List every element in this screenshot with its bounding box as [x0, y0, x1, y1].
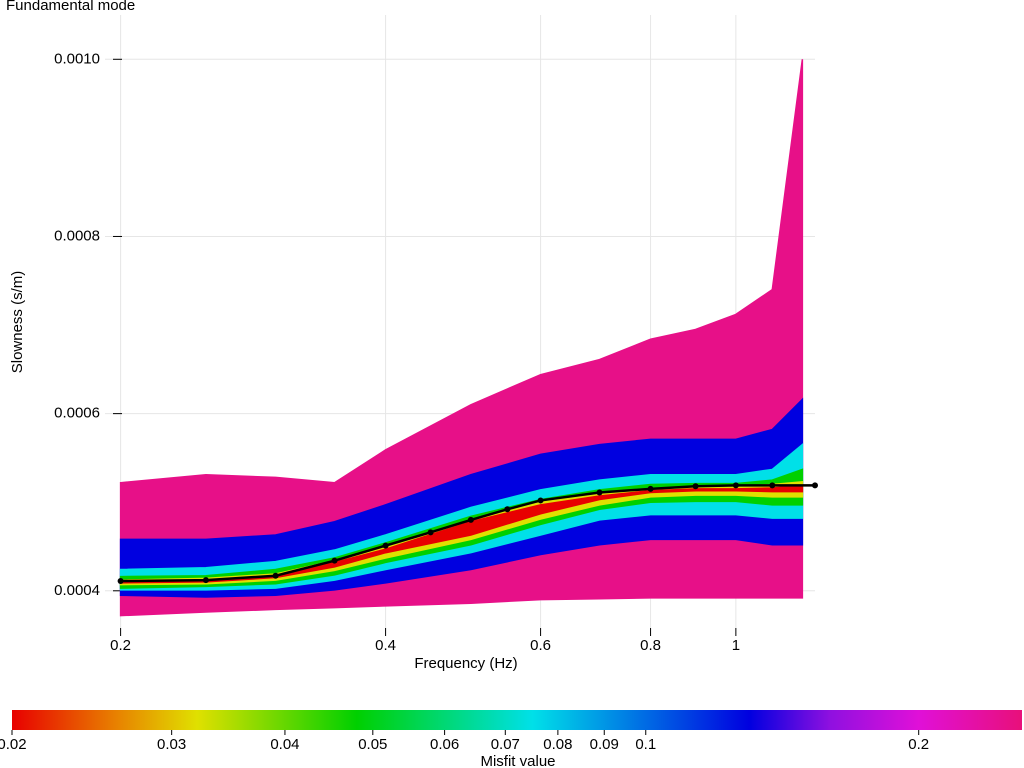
x-tick-label: 0.6: [530, 637, 551, 654]
target-point: [467, 516, 474, 523]
target-point: [427, 529, 434, 536]
x-tick-label: 0.4: [375, 637, 396, 654]
y-tick-label: 0.0006: [54, 405, 100, 422]
target-point: [272, 572, 279, 579]
colorbar-tick-label: 0.02: [0, 736, 27, 753]
plot-area: 0.2 0.4 0.6 0.8 1 0.0004 0.0006 0.0008 0.0010: [54, 15, 818, 654]
colorbar-label: Misfit value: [480, 753, 555, 768]
x-axis-label: Frequency (Hz): [414, 655, 517, 672]
x-tick-label: 0.2: [110, 637, 131, 654]
y-tick-label: 0.0010: [54, 50, 100, 67]
colorbar-tick-label: 0.09: [590, 736, 619, 753]
target-point: [596, 489, 603, 496]
x-tick-label: 1: [732, 637, 740, 654]
target-point: [202, 577, 209, 584]
target-point: [812, 482, 818, 489]
target-point: [692, 483, 699, 490]
colorbar-tick-label: 0.05: [358, 736, 387, 753]
chart-title: Fundamental mode: [6, 0, 135, 14]
colorbar-tick-label: 0.04: [270, 736, 299, 753]
y-tick-label: 0.0008: [54, 227, 100, 244]
colorbar-tick-label: 0.03: [157, 736, 186, 753]
target-point: [732, 482, 739, 489]
misfit-band: [119, 484, 804, 584]
target-point: [769, 482, 776, 489]
target-point: [504, 506, 511, 513]
y-tick-label: 0.0004: [54, 582, 100, 599]
target-point: [117, 578, 124, 585]
colorbar-tick-label: 0.2: [908, 736, 929, 753]
colorbar-tick-label: 0.07: [491, 736, 520, 753]
x-tick-label: 0.8: [640, 637, 661, 654]
target-point: [647, 485, 654, 492]
target-point: [331, 557, 338, 564]
target-point: [537, 497, 544, 504]
y-axis-label: Slowness (s/m): [9, 271, 26, 374]
misfit-band: [119, 397, 804, 598]
colorbar-tick-label: 0.1: [635, 736, 656, 753]
colorbar-tick-label: 0.08: [543, 736, 572, 753]
misfit-band: [119, 443, 804, 591]
colorbar: [12, 710, 1022, 730]
colorbar-tick-label: 0.06: [430, 736, 459, 753]
target-point: [382, 542, 389, 549]
